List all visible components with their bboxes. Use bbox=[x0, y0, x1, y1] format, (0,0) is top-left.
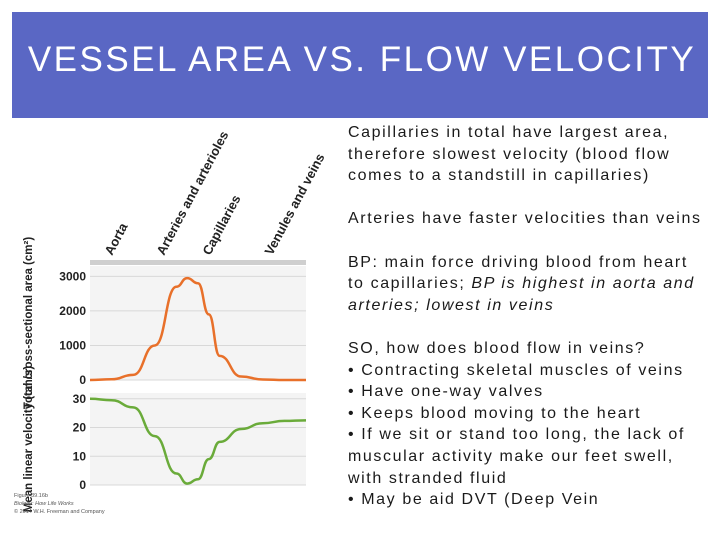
y-axis-label: Mean linear velocity (cm/s) bbox=[23, 366, 35, 513]
paragraph-bp: BP: main force driving blood from heart … bbox=[348, 252, 708, 317]
y-tick-label: 30 bbox=[73, 392, 87, 406]
plot-area bbox=[90, 393, 306, 485]
bp-text: BP: main force driving blood from heart … bbox=[348, 253, 688, 293]
paragraph-veins: SO, how does blood flow in veins? • Cont… bbox=[348, 338, 708, 511]
figure-credit-book: Biology: How Life Works bbox=[14, 501, 74, 507]
y-tick-label: 0 bbox=[79, 373, 86, 387]
paragraph-arteries: Arteries have faster velocities than vei… bbox=[348, 210, 702, 228]
text-column: Capillaries in total have largest area, … bbox=[348, 122, 708, 540]
bullet-item: • Keeps blood moving to the heart bbox=[348, 404, 642, 422]
y-tick-label: 1000 bbox=[59, 338, 86, 352]
bp-italic: BP is highest in aorta and arteries; low… bbox=[348, 275, 695, 314]
figure-credit-publisher: © 2014 W.H. Freeman and Company bbox=[14, 509, 105, 515]
y-axis-label: Total cross-sectional area (cm²) bbox=[23, 237, 35, 410]
bullet-item: • Contracting skeletal muscles of veins bbox=[348, 361, 684, 379]
header-bar bbox=[90, 260, 306, 265]
figure-panel: Aorta Arteries and arterioles Capillaries V… bbox=[12, 128, 326, 524]
y-tick-label: 10 bbox=[73, 449, 87, 463]
y-tick-label: 3000 bbox=[59, 269, 86, 283]
series-line bbox=[89, 397, 307, 485]
bullet-item: • Have one-way valves bbox=[348, 383, 544, 401]
category-label: Aorta bbox=[101, 220, 131, 258]
title-bar: VESSEL AREA VS. FLOW VELOCITY bbox=[12, 12, 708, 118]
figure-credit-number: Figure 39.16b bbox=[14, 493, 48, 499]
slide-title: VESSEL AREA VS. FLOW VELOCITY bbox=[27, 40, 697, 79]
bullet-item: • If we sit or stand too long, the lack … bbox=[348, 426, 685, 487]
series-line bbox=[89, 276, 306, 382]
paragraph-capillaries: Capillaries in total have largest area, … bbox=[348, 124, 671, 185]
category-label: Venules and veins bbox=[261, 151, 326, 258]
y-tick-label: 0 bbox=[79, 478, 86, 492]
plot-area bbox=[90, 266, 306, 380]
y-tick-label: 2000 bbox=[59, 304, 86, 318]
so-question: SO, how does blood flow in veins? bbox=[348, 339, 646, 357]
category-label: Capillaries bbox=[199, 192, 243, 257]
y-tick-label: 20 bbox=[73, 421, 87, 435]
bullet-item: • May be aid DVT (Deep Vein bbox=[348, 491, 600, 509]
